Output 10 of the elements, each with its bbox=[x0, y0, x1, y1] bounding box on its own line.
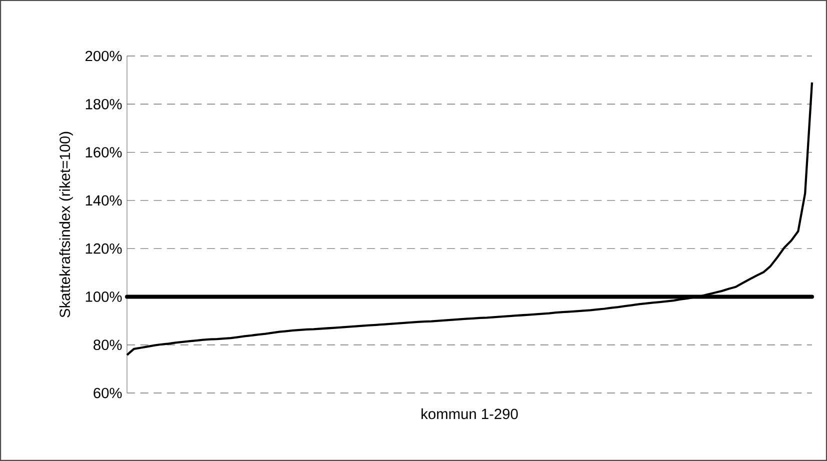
y-tick-label: 140% bbox=[86, 195, 122, 206]
y-tick-label: 180% bbox=[86, 98, 122, 110]
y-tick-label: 160% bbox=[86, 147, 122, 158]
y-tick-label: 60% bbox=[94, 388, 122, 398]
y-tick-label: 120% bbox=[86, 243, 122, 254]
y-tick-label: 100% bbox=[86, 292, 122, 302]
y-tick-label: 80% bbox=[94, 340, 122, 350]
y-tick-label: 200% bbox=[86, 50, 122, 62]
y-axis-title: Skattekraftsindex (riket=100) bbox=[59, 132, 73, 318]
x-axis-title: kommun 1-290 bbox=[422, 408, 518, 420]
